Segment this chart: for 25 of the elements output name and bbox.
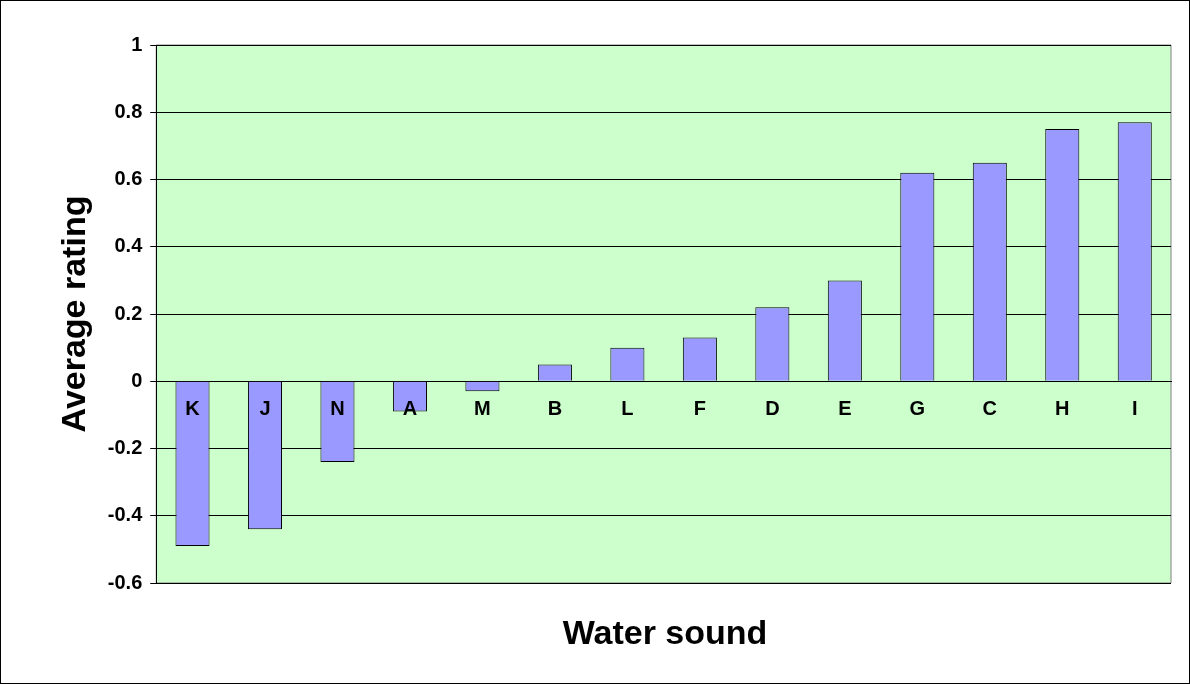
x-tick-label: G [909, 396, 926, 419]
y-tick-label: -0.4 [107, 503, 144, 526]
y-tick-label: 0.4 [114, 234, 144, 257]
x-tick-label: D [765, 396, 780, 419]
x-axis-title: Water sound [561, 613, 769, 652]
y-tick-label: 0 [131, 368, 143, 391]
y-tick-label: 1 [131, 32, 143, 55]
y-tick-label: -0.2 [107, 436, 143, 459]
x-tick-label: A [402, 396, 418, 419]
x-tick-label: N [330, 396, 345, 419]
x-tick-label: H [1055, 396, 1070, 419]
y-tick-label: 0.2 [114, 301, 143, 324]
x-tick-label: M [474, 396, 491, 419]
x-tick-label: B [547, 396, 563, 419]
y-tick-label: -0.6 [107, 570, 143, 593]
y-axis-title: Average rating [53, 195, 92, 433]
x-tick-label: I [1131, 396, 1138, 419]
x-tick-label: L [621, 396, 634, 419]
x-tick-label: C [982, 396, 998, 419]
y-tick-label: 0.6 [114, 167, 143, 190]
x-tick-label: F [693, 396, 706, 419]
y-tick-label: 0.8 [114, 99, 143, 122]
x-tick-label: E [838, 396, 852, 419]
x-tick-label: K [185, 396, 201, 419]
x-tick-label: J [259, 396, 271, 419]
